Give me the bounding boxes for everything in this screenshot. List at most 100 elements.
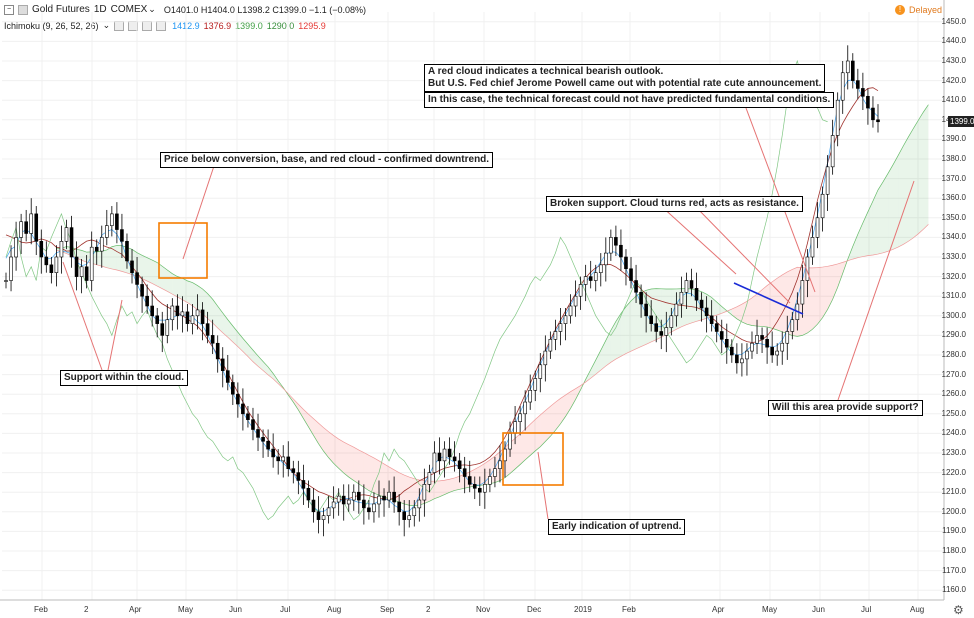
info-icon: ! <box>894 5 905 15</box>
delayed-badge[interactable]: ! Delayed <box>894 5 942 15</box>
candle-body <box>190 315 195 324</box>
candle-body <box>331 501 336 509</box>
candle-body <box>513 421 517 434</box>
collapse-icon[interactable]: − <box>4 4 14 15</box>
cloud-segment <box>217 306 223 333</box>
candle-body <box>357 491 361 501</box>
cloud-segment <box>711 297 717 317</box>
cloud-segment <box>353 447 359 484</box>
candle-body <box>432 452 437 473</box>
gear-icon[interactable]: ⚙ <box>953 603 964 617</box>
exchange-label[interactable]: COMEX <box>110 4 148 15</box>
candle-body <box>291 468 296 473</box>
candle-body <box>281 456 286 462</box>
settings-icon[interactable] <box>128 20 139 31</box>
candle-body <box>649 315 653 324</box>
chevron-down-icon[interactable]: ⌄ <box>102 20 111 30</box>
price-tick-label: 1330.0 <box>941 252 966 261</box>
cloud-segment <box>762 285 768 327</box>
candle-body <box>568 305 573 317</box>
candle-body <box>155 315 160 324</box>
candle-body <box>392 491 396 503</box>
cloud-segment <box>303 409 309 427</box>
price-tick-label: 1220.0 <box>941 467 966 477</box>
more-icon[interactable] <box>156 20 167 31</box>
interval-label[interactable]: 1D <box>93 4 107 15</box>
cloud-segment <box>268 366 274 379</box>
indicator-name[interactable]: Ichimoku (9, 26, 52, 26) <box>4 20 99 31</box>
cloud-segment <box>399 472 405 504</box>
time-tick-label: 2 <box>426 605 431 614</box>
cloud-segment <box>560 395 566 424</box>
price-tick-label: 1200.0 <box>941 506 966 516</box>
cloud-segment <box>308 414 314 436</box>
candle-body <box>165 319 170 336</box>
candle-body <box>735 354 739 364</box>
candle-body <box>175 305 180 317</box>
cloud-segment <box>625 300 632 354</box>
cloud-segment <box>757 289 763 327</box>
candle-body <box>236 393 240 405</box>
candle-body <box>9 256 13 281</box>
time-tick-label: Nov <box>476 605 491 614</box>
price-tick-label: 1180.0 <box>942 546 966 555</box>
cloud-segment <box>137 252 143 279</box>
price-tick-label: 1350.0 <box>941 212 966 222</box>
annotation-pointer-line <box>62 261 103 371</box>
cloud-segment <box>525 424 531 460</box>
candle-body <box>820 193 825 219</box>
candle-body <box>89 246 94 281</box>
candle-body <box>694 288 699 301</box>
cloud-segment <box>555 398 561 431</box>
candle-body <box>659 331 664 336</box>
cloud-segment <box>520 429 526 465</box>
price-tick-label: 1170.0 <box>942 565 966 575</box>
candle-body <box>674 303 679 317</box>
candle-body <box>815 217 820 238</box>
candle-body <box>614 237 618 246</box>
senkou-span-a-line <box>56 104 929 506</box>
candle-body <box>140 284 144 297</box>
eye-icon[interactable] <box>114 20 125 31</box>
cloud-segment <box>903 137 909 245</box>
cloud-segment <box>293 398 299 410</box>
broken-support-trendline <box>733 282 804 315</box>
candle-body <box>54 256 59 273</box>
time-tick-label: Feb <box>622 605 636 614</box>
cloud-segment <box>197 285 203 314</box>
cloud-segment <box>646 289 652 345</box>
chevron-down-icon[interactable]: ⌄ <box>148 4 156 14</box>
cloud-segment <box>570 388 576 409</box>
candle-body <box>74 256 79 277</box>
candle-body <box>508 433 512 450</box>
candle-body <box>231 382 235 395</box>
close-icon[interactable] <box>142 20 153 31</box>
candle-body <box>382 495 386 501</box>
candle-body <box>39 241 44 258</box>
candle-body <box>785 331 790 344</box>
cloud-segment <box>106 246 112 269</box>
annotation-red-cloud: A red cloud indicates a technical bearis… <box>424 64 826 92</box>
symbol-name[interactable]: Gold Futures <box>32 4 90 15</box>
cloud-segment <box>449 477 455 493</box>
cloud-segment <box>252 350 259 367</box>
chikou-span-line <box>5 59 828 521</box>
candle-body <box>397 501 401 513</box>
candle-body <box>185 311 190 324</box>
candle-body <box>719 331 724 340</box>
cloud-segment <box>142 255 148 281</box>
annotation-pointer-line <box>107 299 123 371</box>
time-tick-label: Aug <box>327 605 342 614</box>
cloud-segment <box>867 201 873 256</box>
cloud-segment <box>610 321 616 363</box>
candle-body <box>583 276 588 285</box>
cloud-segment <box>888 164 894 252</box>
candle-body <box>558 323 563 332</box>
cloud-segment <box>651 288 657 342</box>
candle-body <box>724 339 729 348</box>
candle-body <box>84 266 89 281</box>
indicator-value-5: 1295.9 <box>298 20 326 31</box>
cloud-segment <box>908 128 914 242</box>
cloud-segment <box>913 120 919 238</box>
